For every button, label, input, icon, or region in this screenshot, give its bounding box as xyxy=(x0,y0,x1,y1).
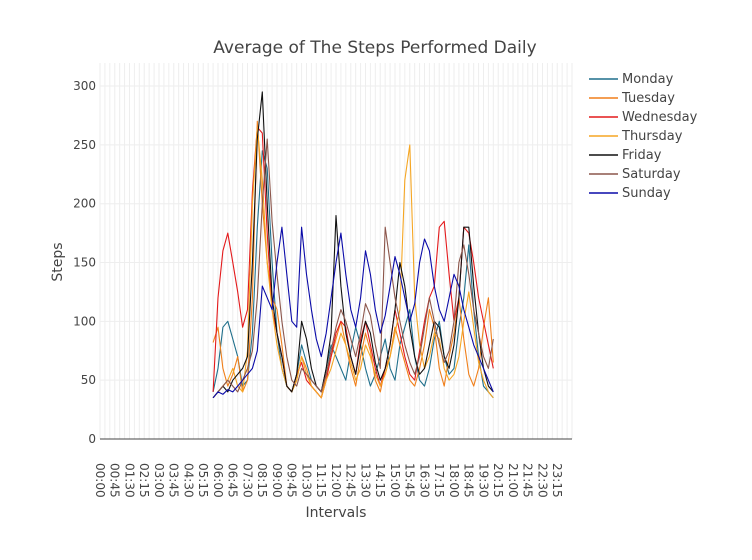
x-tick-label: 12:00 xyxy=(329,463,343,498)
legend-label: Saturday xyxy=(622,167,681,182)
x-tick-label: 16:30 xyxy=(417,463,431,498)
x-axis-title: Intervals xyxy=(306,505,367,521)
series-line-friday xyxy=(212,91,494,399)
x-tick-label: 19:30 xyxy=(476,463,490,498)
series-line-sunday xyxy=(212,226,494,399)
x-tick-label: 17:15 xyxy=(432,463,446,498)
x-tick-label: 15:00 xyxy=(388,463,402,498)
x-tick-label: 07:30 xyxy=(240,463,254,498)
y-grid xyxy=(100,85,572,381)
series-line-saturday xyxy=(212,138,494,399)
y-tick-label: 200 xyxy=(73,197,96,211)
x-tick-label: 04:30 xyxy=(181,463,195,498)
x-grid xyxy=(99,63,573,439)
x-tick-label: 11:15 xyxy=(314,463,328,498)
legend-label: Tuesday xyxy=(621,91,675,106)
x-tick-label: 00:00 xyxy=(93,463,107,498)
series-line-tuesday xyxy=(212,120,494,399)
legend-item-monday[interactable]: Monday xyxy=(589,72,674,87)
legend-item-sunday[interactable]: Sunday xyxy=(589,186,671,201)
y-tick-label: 0 xyxy=(88,432,96,446)
legend-label: Sunday xyxy=(622,186,671,201)
legend-item-friday[interactable]: Friday xyxy=(589,148,662,163)
y-tick-labels: 0 50 100 150 200 250 300 xyxy=(73,79,96,446)
x-tick-label: 22:30 xyxy=(535,463,549,498)
y-axis-title: Steps xyxy=(50,242,66,281)
legend-label: Wednesday xyxy=(622,110,698,125)
x-tick-label: 02:15 xyxy=(137,463,151,498)
x-tick-label: 03:00 xyxy=(152,463,166,498)
legend-item-saturday[interactable]: Saturday xyxy=(589,167,681,182)
x-tick-label: 13:30 xyxy=(358,463,372,498)
x-tick-label: 09:45 xyxy=(285,463,299,498)
y-tick-label: 300 xyxy=(73,79,96,93)
x-tick-labels: 00:00 00:45 01:30 02:15 03:00 03:45 04:30 05:15… xyxy=(93,463,564,498)
y-tick-label: 100 xyxy=(73,314,96,328)
y-tick-label: 50 xyxy=(81,373,96,387)
x-tick-label: 23:15 xyxy=(550,463,564,498)
series-lines xyxy=(212,91,494,399)
x-tick-label: 21:45 xyxy=(521,463,535,498)
series-line-monday xyxy=(212,150,494,399)
x-tick-label: 00:45 xyxy=(108,463,122,498)
legend-item-thursday[interactable]: Thursday xyxy=(589,129,683,144)
x-tick-label: 12:45 xyxy=(344,463,358,498)
x-tick-label: 08:15 xyxy=(255,463,269,498)
series-line-thursday xyxy=(212,126,494,399)
x-tick-label: 06:00 xyxy=(211,463,225,498)
x-tick-label: 03:45 xyxy=(167,463,181,498)
x-tick-label: 14:15 xyxy=(373,463,387,498)
legend-label: Friday xyxy=(622,148,662,163)
chart-title: Average of The Steps Performed Daily xyxy=(213,38,536,58)
x-tick-label: 15:45 xyxy=(403,463,417,498)
x-tick-label: 21:00 xyxy=(506,463,520,498)
x-tick-label: 05:15 xyxy=(196,463,210,498)
x-tick-label: 01:30 xyxy=(122,463,136,498)
legend-item-tuesday[interactable]: Tuesday xyxy=(589,91,675,106)
x-tick-label: 18:00 xyxy=(447,463,461,498)
legend-label: Monday xyxy=(622,72,674,87)
x-tick-label: 06:45 xyxy=(226,463,240,498)
legend-label: Thursday xyxy=(621,129,683,144)
x-tick-label: 20:15 xyxy=(491,463,505,498)
y-tick-label: 250 xyxy=(73,138,96,152)
legend[interactable]: Monday Tuesday Wednesday Thursday Friday Satu… xyxy=(589,72,698,201)
legend-item-wednesday[interactable]: Wednesday xyxy=(589,110,698,125)
x-tick-label: 09:00 xyxy=(270,463,284,498)
x-tick-label: 18:45 xyxy=(462,463,476,498)
x-tick-label: 10:30 xyxy=(299,463,313,498)
y-tick-label: 150 xyxy=(73,256,96,270)
